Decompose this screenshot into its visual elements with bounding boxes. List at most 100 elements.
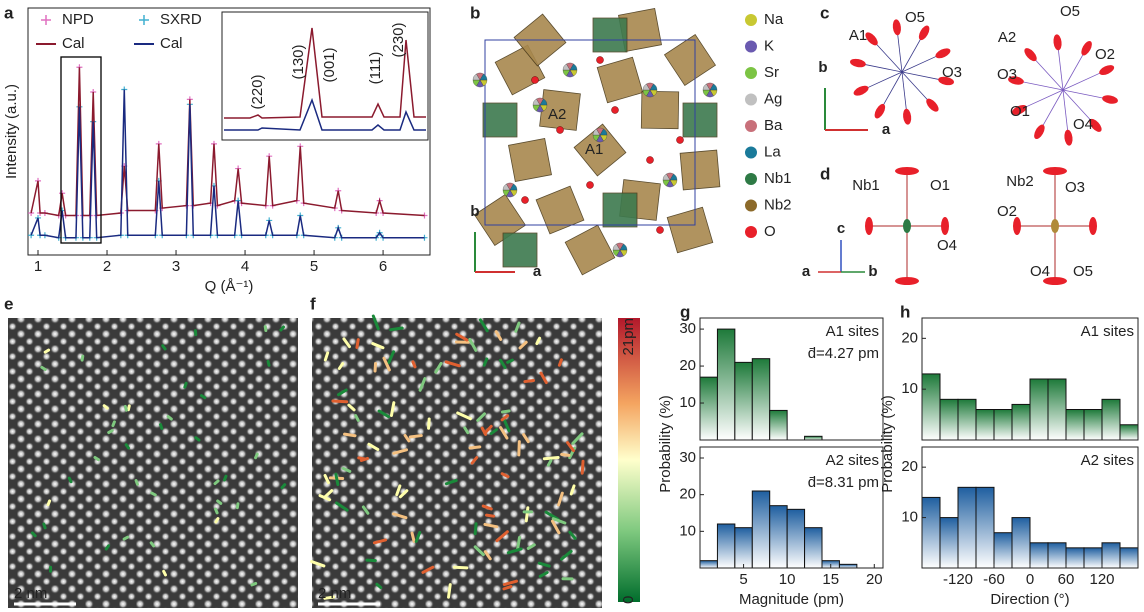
displacement-arrow — [122, 535, 130, 541]
bar — [786, 508, 806, 569]
site-pie — [669, 173, 678, 181]
bar — [1011, 403, 1031, 441]
bar — [1047, 378, 1067, 441]
displacement-arrow — [46, 499, 52, 507]
annotation: A2 sites — [826, 452, 879, 469]
inset-annotation: (001) — [321, 47, 338, 82]
displacement-arrow — [30, 531, 37, 538]
panel-label: d — [820, 164, 830, 183]
octahedron — [573, 123, 627, 177]
displacement-arrow — [392, 448, 409, 455]
legend-label: Ag — [764, 90, 782, 107]
ellipsoid — [903, 108, 912, 125]
x-axis-title: Direction (°) — [990, 591, 1069, 608]
legend-label: SXRD — [160, 11, 202, 28]
oxygen — [676, 136, 684, 144]
ellipsoid — [1051, 219, 1059, 233]
displacement-arrow — [506, 547, 523, 555]
displacement-arrow — [499, 426, 509, 440]
x-tick-label: -60 — [983, 571, 1005, 588]
panel-label: a — [4, 3, 14, 22]
atom-label: O5 — [1060, 3, 1080, 20]
ellipsoid — [1013, 217, 1021, 235]
ellipsoid — [865, 32, 878, 46]
displacement-arrow — [418, 377, 427, 392]
y-tick-label: 30 — [679, 320, 696, 337]
displacement-arrow — [126, 404, 131, 412]
displacement-arrow — [263, 325, 268, 333]
site-pie — [709, 83, 718, 91]
ellipsoid — [941, 217, 949, 235]
ellipsoid — [1043, 167, 1067, 175]
bar — [957, 398, 977, 441]
bar — [975, 409, 995, 441]
bar — [1065, 409, 1085, 441]
inset-frame — [221, 11, 429, 141]
legend-swatch — [745, 146, 757, 159]
displacement-arrow — [222, 474, 228, 482]
oxygen — [556, 126, 564, 134]
displacement-arrow — [342, 337, 351, 349]
displacement-arrow — [414, 530, 422, 543]
displacement-arrow — [421, 565, 435, 574]
bar — [804, 527, 823, 569]
octahedron — [508, 138, 552, 182]
bar — [1119, 547, 1139, 569]
x-tick-label: 4 — [241, 258, 249, 275]
site-pie — [569, 63, 578, 71]
bar — [1101, 542, 1121, 569]
x-tick-label: 3 — [172, 258, 180, 275]
displacement-arrow — [468, 445, 482, 450]
oxygen — [531, 76, 539, 84]
displacement-arrow — [40, 365, 47, 371]
panel-label: b — [470, 3, 480, 22]
displacement-arrow — [456, 411, 472, 421]
displacement-arrow — [468, 337, 478, 352]
displacement-arrow — [470, 456, 479, 465]
atom-label: A1 — [849, 27, 867, 44]
displacement-arrow — [183, 381, 188, 389]
atom-label: O3 — [1065, 179, 1085, 196]
legend-swatch — [745, 173, 757, 185]
y-axis-title: Probability (%) — [657, 395, 674, 493]
ellipsoid — [1024, 48, 1037, 62]
site-pie — [479, 73, 488, 81]
legend-label: K — [764, 37, 774, 54]
bar — [921, 373, 941, 441]
ellipsoid — [1089, 217, 1097, 235]
displacement-arrow — [372, 538, 388, 545]
displacement-arrow — [518, 340, 528, 350]
displacement-arrow — [124, 443, 130, 450]
axis-label: b — [818, 59, 827, 76]
inset-curve — [224, 27, 426, 119]
y-tick-label: 20 — [901, 458, 918, 475]
displacement-arrow — [560, 452, 571, 457]
displacement-arrow — [336, 388, 348, 397]
displacement-arrow — [216, 499, 223, 505]
bar — [1047, 542, 1067, 569]
atom-label: O1 — [1010, 103, 1030, 120]
displacement-arrow — [337, 362, 345, 370]
unit-cell — [484, 39, 696, 226]
bar — [838, 563, 858, 569]
displacement-arrow — [213, 479, 220, 486]
x-axis-title: Magnitude (pm) — [739, 591, 844, 608]
displacement-arrow — [499, 358, 507, 370]
displacement-arrow — [250, 581, 258, 587]
displacement-arrow — [495, 530, 509, 543]
bar — [716, 328, 736, 441]
displacement-arrow — [279, 325, 286, 332]
x-tick-label: 20 — [866, 571, 883, 588]
bond — [1030, 54, 1064, 91]
bar — [993, 532, 1013, 569]
ellipsoid — [1081, 40, 1092, 56]
y-tick-label: 10 — [679, 522, 696, 539]
bond — [1062, 69, 1107, 91]
bar — [939, 517, 959, 569]
octahedron — [666, 206, 714, 254]
displacement-arrow — [389, 326, 404, 332]
displacement-arrow — [557, 491, 564, 507]
displacement-arrow — [444, 360, 461, 368]
legend-symbol — [41, 15, 51, 25]
octahedron — [602, 192, 638, 228]
